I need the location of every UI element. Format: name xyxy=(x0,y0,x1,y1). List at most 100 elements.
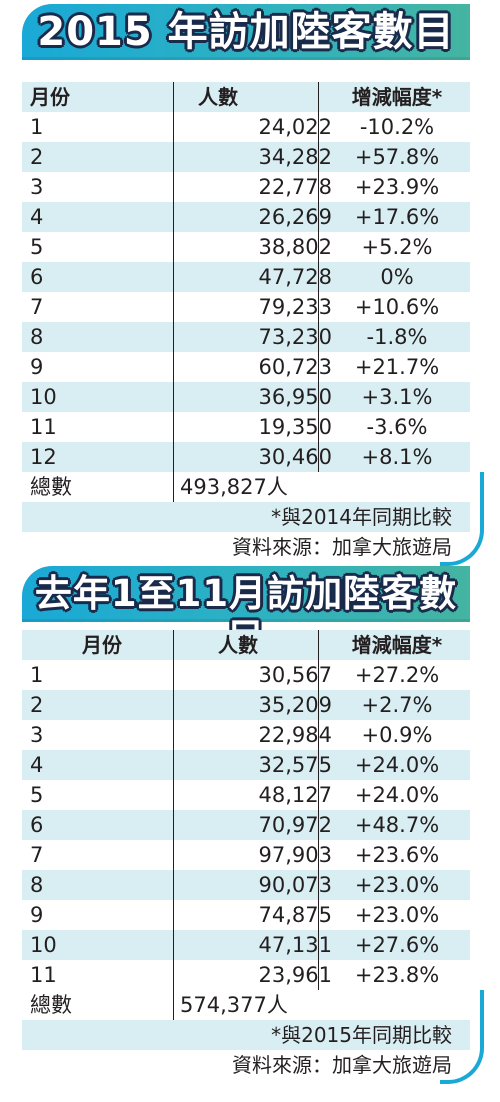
count-cell: 32,575 xyxy=(258,753,332,777)
change-cell: +24.0% xyxy=(354,753,440,777)
month-cell: 3 xyxy=(30,175,44,199)
count-cell: 60,723 xyxy=(258,355,332,379)
change-cell: +23.9% xyxy=(354,175,440,199)
change-cell: -1.8% xyxy=(366,325,428,349)
source-note: 資料來源：加拿大旅遊局 xyxy=(232,1053,452,1077)
change-cell: +3.1% xyxy=(361,385,433,409)
table-row: 12 30,460 +8.1% xyxy=(22,442,470,472)
title-banner: 去年1至11月訪加陸客數目 xyxy=(22,566,470,659)
table-panel-prev-year: 去年1至11月訪加陸客數目 月份 人數 增減幅度* 1 30,567 +27.2% 2… xyxy=(0,562,500,1102)
change-cell: +0.9% xyxy=(361,723,433,747)
header-month: 月份 xyxy=(30,85,70,109)
count-cell: 48,127 xyxy=(258,783,332,807)
data-table: 月份 人數 增減幅度* 1 24,022 -10.2% 2 34,282 +57.8% 3 2… xyxy=(22,82,484,566)
month-cell: 8 xyxy=(30,325,44,349)
count-cell: 73,230 xyxy=(258,325,332,349)
month-cell: 3 xyxy=(30,723,44,747)
data-table: 月份 人數 增減幅度* 1 30,567 +27.2% 2 35,209 +2.7% 3 22… xyxy=(22,630,484,1084)
count-cell: 90,073 xyxy=(258,873,332,897)
column-divider xyxy=(173,630,174,1020)
table-title: 去年1至11月訪加陸客數目 xyxy=(34,572,458,659)
total-value: 493,827人 xyxy=(180,475,288,499)
note-row: *與2015年同期比較 xyxy=(22,1020,470,1050)
count-cell: 47,728 xyxy=(258,265,332,289)
change-cell: +2.7% xyxy=(361,693,433,717)
title-banner: 2015 年訪加陸客數目 xyxy=(22,4,470,60)
comparison-note: *與2014年同期比較 xyxy=(271,505,452,529)
count-cell: 26,269 xyxy=(258,205,332,229)
count-cell: 35,209 xyxy=(258,693,332,717)
source-note: 資料來源：加拿大旅遊局 xyxy=(232,535,452,559)
column-divider xyxy=(173,82,174,502)
change-cell: 0% xyxy=(380,265,414,289)
change-cell: +27.6% xyxy=(354,933,440,957)
change-cell: +24.0% xyxy=(354,783,440,807)
change-cell: +5.2% xyxy=(361,235,433,259)
table-panel-2015: 2015 年訪加陸客數目 月份 人數 增減幅度* 1 24,022 -10.2% 2 3… xyxy=(22,4,484,566)
count-cell: 36,950 xyxy=(258,385,332,409)
table-row: 3 22,778 +23.9% xyxy=(22,172,470,202)
change-cell: +23.0% xyxy=(354,873,440,897)
change-cell: +23.6% xyxy=(354,843,440,867)
month-cell: 1 xyxy=(30,663,44,687)
count-cell: 22,984 xyxy=(258,723,332,747)
table-row: 3 22,984 +0.9% xyxy=(22,720,470,750)
total-label: 總數 xyxy=(30,993,72,1017)
column-divider xyxy=(318,630,319,990)
table-row: 8 90,073 +23.0% xyxy=(22,870,470,900)
month-cell: 7 xyxy=(30,843,44,867)
table-row: 7 79,233 +10.6% xyxy=(22,292,470,322)
count-cell: 79,233 xyxy=(258,295,332,319)
month-cell: 2 xyxy=(30,693,44,717)
header-count: 人數 xyxy=(198,85,238,109)
change-cell: +48.7% xyxy=(354,813,440,837)
count-cell: 19,350 xyxy=(258,415,332,439)
month-cell: 10 xyxy=(30,385,57,409)
change-cell: +17.6% xyxy=(354,205,440,229)
source-row: 資料來源：加拿大旅遊局 xyxy=(22,990,484,1084)
table-row: 7 97,903 +23.6% xyxy=(22,840,470,870)
month-cell: 11 xyxy=(30,415,57,439)
month-cell: 6 xyxy=(30,265,44,289)
table-row: 2 34,282 +57.8% xyxy=(22,142,470,172)
change-cell: +10.6% xyxy=(354,295,440,319)
table-row: 4 32,575 +24.0% xyxy=(22,750,470,780)
table-row: 1 30,567 +27.2% xyxy=(22,660,470,690)
change-cell: -3.6% xyxy=(366,415,428,439)
table-header-row: 月份 人數 增減幅度* xyxy=(22,82,470,112)
note-row: *與2014年同期比較 xyxy=(22,502,470,532)
count-cell: 24,022 xyxy=(258,115,332,139)
header-change: 增減幅度* xyxy=(351,85,443,109)
month-cell: 2 xyxy=(30,145,44,169)
change-cell: +57.8% xyxy=(354,145,440,169)
count-cell: 23,961 xyxy=(258,963,332,987)
total-value: 574,377人 xyxy=(180,993,288,1017)
decorative-curve xyxy=(440,472,484,566)
count-cell: 97,903 xyxy=(258,843,332,867)
table-row: 5 48,127 +24.0% xyxy=(22,780,470,810)
month-cell: 12 xyxy=(30,445,57,469)
change-cell: +21.7% xyxy=(354,355,440,379)
table-row: 11 19,350 -3.6% xyxy=(22,412,470,442)
table-row: 9 60,723 +21.7% xyxy=(22,352,470,382)
change-cell: +23.8% xyxy=(354,963,440,987)
source-row: 資料來源：加拿大旅遊局 xyxy=(22,472,484,566)
comparison-note: *與2015年同期比較 xyxy=(271,1023,452,1047)
table-row: 6 70,972 +48.7% xyxy=(22,810,470,840)
total-row: 總數 493,827人 xyxy=(22,472,470,502)
count-cell: 38,802 xyxy=(258,235,332,259)
table-row: 1 24,022 -10.2% xyxy=(22,112,470,142)
table-row: 9 74,875 +23.0% xyxy=(22,900,470,930)
count-cell: 22,778 xyxy=(258,175,332,199)
count-cell: 70,972 xyxy=(258,813,332,837)
month-cell: 8 xyxy=(30,873,44,897)
month-cell: 10 xyxy=(30,933,57,957)
table-row: 4 26,269 +17.6% xyxy=(22,202,470,232)
change-cell: -10.2% xyxy=(359,115,435,139)
count-cell: 47,131 xyxy=(258,933,332,957)
month-cell: 5 xyxy=(30,783,44,807)
decorative-curve xyxy=(440,990,484,1084)
table-row: 2 35,209 +2.7% xyxy=(22,690,470,720)
total-label: 總數 xyxy=(30,475,72,499)
count-cell: 74,875 xyxy=(258,903,332,927)
